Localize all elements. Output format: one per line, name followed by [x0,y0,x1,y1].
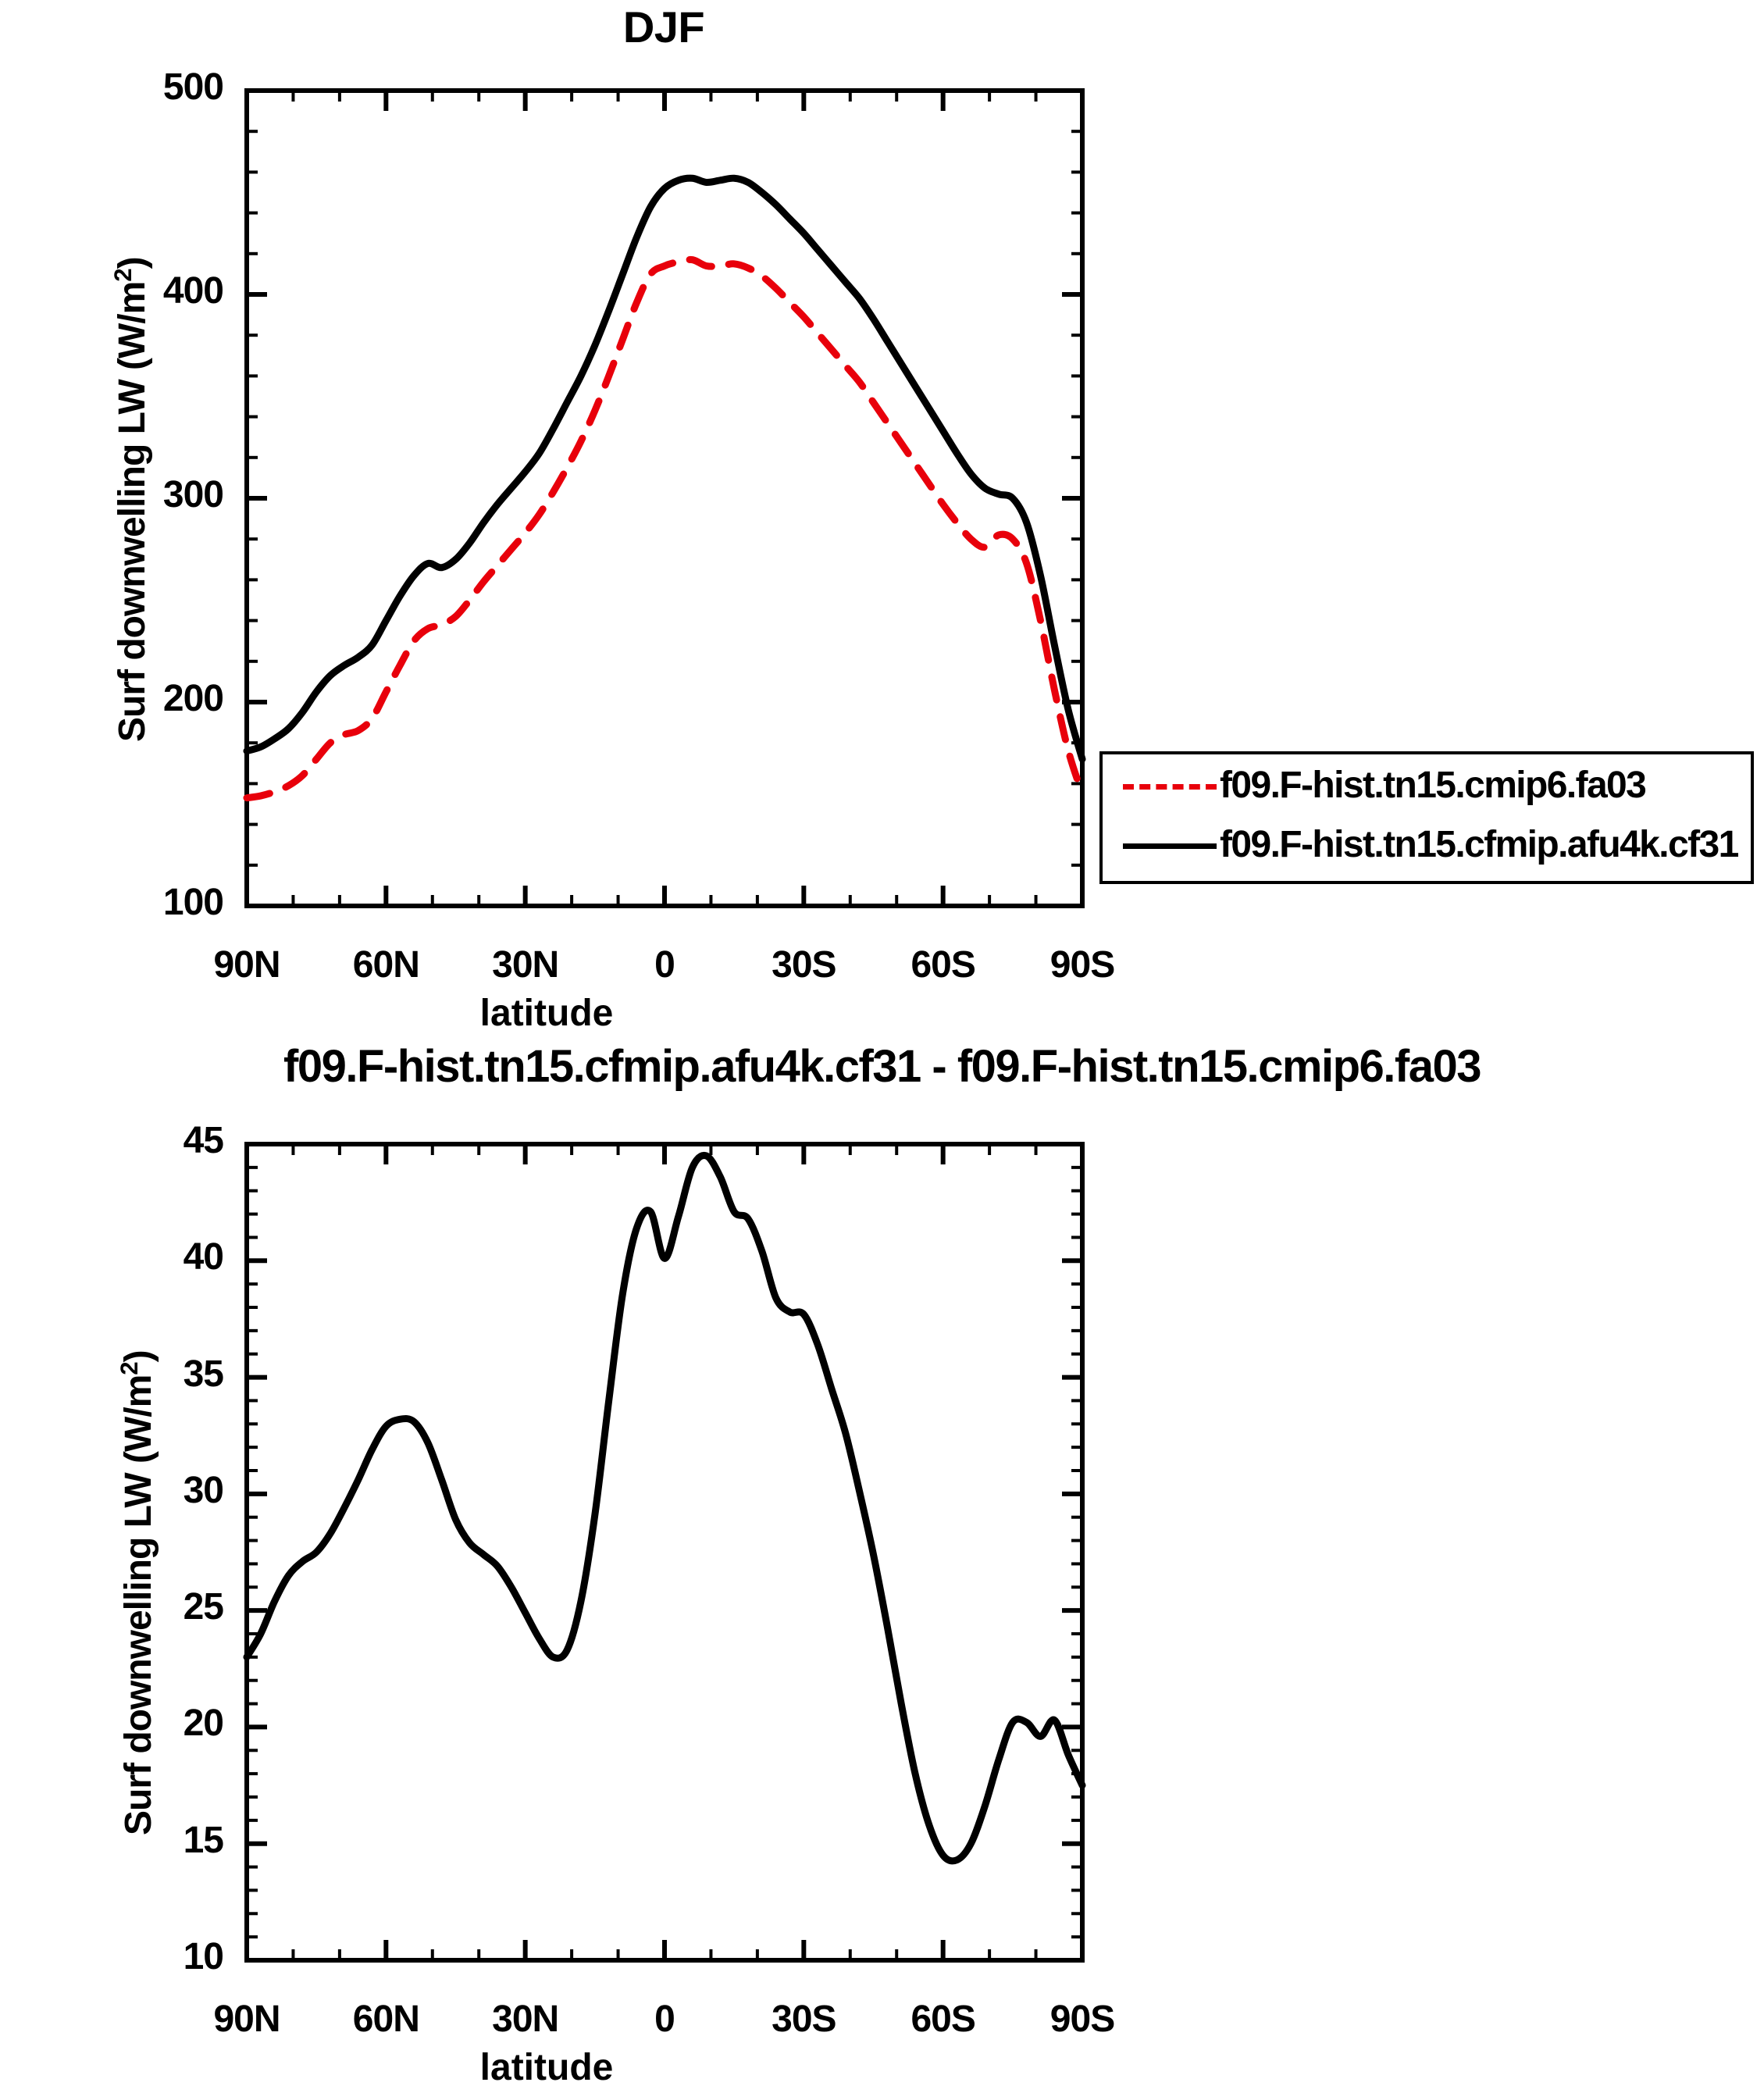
difference-panel-plot [243,1142,1086,1963]
x-axis-tick-label: 90S [1049,944,1115,986]
y-axis-tick-label: 10 [183,1936,224,1977]
y-axis-tick-label: 500 [162,66,224,108]
bottom-panel: f09.F-hist.tn15.cfmip.afu4k.cf31 - f09.F… [0,1039,1764,2093]
x-axis-tick-label: 0 [654,944,675,986]
x-axis-tick-label: 90S [1049,1999,1115,2040]
y-axis-tick-label: 200 [162,678,224,719]
x-axis-tick-label: 60N [352,1999,420,2040]
y-axis-tick-label: 25 [183,1586,224,1628]
data-series-line-0 [243,1151,1086,1865]
y-axis-tick-label: 45 [183,1120,224,1161]
y-axis-tick-label: 35 [183,1353,224,1395]
legend-label-1: f09.F-hist.tn15.cfmip.afu4k.cf31 [1220,824,1739,865]
top-panel-x-axis-label: latitude [479,993,614,1034]
legend-label-0: f09.F-hist.tn15.cmip6.fa03 [1220,765,1647,806]
y-axis-tick-label: 20 [183,1703,224,1745]
y-axis-tick-label: 100 [162,882,224,923]
legend-entry-1: f09.F-hist.tn15.cfmip.afu4k.cf31 [1103,823,1751,872]
y-axis-tick-label: 30 [183,1469,224,1511]
top-panel: DJF Surf downwelling LW (W/m2) latitude … [0,0,1764,1034]
plot-frame [244,88,1085,908]
x-axis-tick-label: 30N [492,1999,559,2040]
top-panel-plot [243,88,1086,908]
y-axis-tick-label: 400 [162,270,224,312]
plot-frame [244,1142,1085,1963]
x-axis-tick-label: 30N [492,944,559,986]
x-axis-tick-label: 90N [213,944,280,986]
bottom-panel-x-axis-label: latitude [479,2047,614,2088]
legend: f09.F-hist.tn15.cmip6.fa03 f09.F-hist.tn… [1099,751,1754,884]
y-axis-tick-label: 40 [183,1236,224,1278]
x-axis-tick-label: 30S [772,944,836,986]
data-series-line-0 [243,174,1086,763]
x-axis-tick-label: 30S [772,1999,836,2040]
x-axis-tick-label: 60S [911,1999,975,2040]
difference-panel-title: f09.F-hist.tn15.cfmip.afu4k.cf31 - f09.F… [283,1041,1481,1092]
legend-line-swatch-dashed [1123,784,1217,790]
x-axis-tick-label: 60N [352,944,420,986]
y-axis-tick-label: 15 [183,1819,224,1861]
x-axis-tick-label: 90N [213,1999,280,2040]
top-panel-title: DJF [622,2,705,52]
x-axis-tick-label: 60S [911,944,975,986]
x-axis-tick-label: 0 [654,1999,675,2040]
data-series-line-1 [243,255,1086,802]
legend-line-swatch-solid [1123,843,1217,849]
legend-entry-0: f09.F-hist.tn15.cmip6.fa03 [1103,764,1751,812]
y-axis-tick-label: 300 [162,474,224,515]
